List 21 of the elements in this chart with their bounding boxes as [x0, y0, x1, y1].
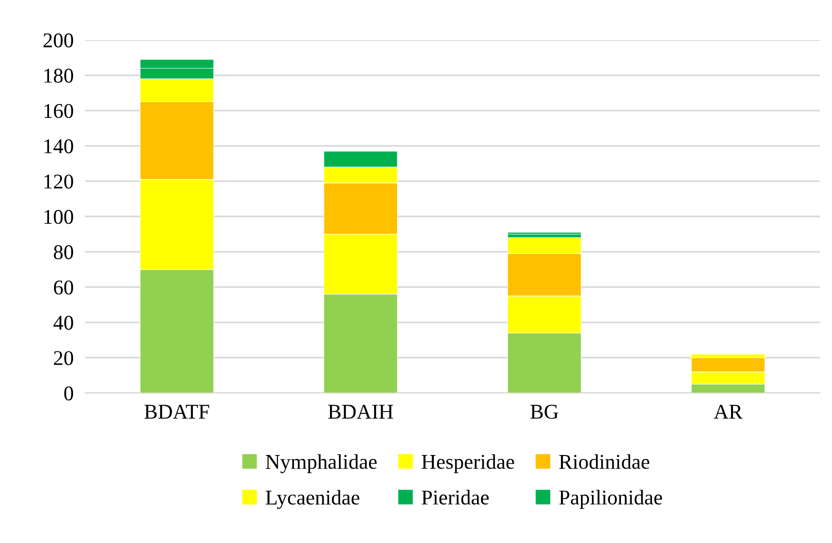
y-tick-label: 80 — [54, 245, 74, 260]
y-tick-label: 60 — [54, 280, 74, 295]
y-tick-label: 180 — [44, 68, 74, 83]
x-tick-label: BG — [530, 404, 558, 419]
y-tick-label: 160 — [44, 104, 74, 118]
y-tick-label: 120 — [44, 174, 74, 189]
legend-label: Lycaenidae — [266, 490, 360, 509]
x-tick-label: BDAIH — [328, 404, 393, 419]
legend-label: Nymphalidae — [266, 454, 377, 474]
legend-label: Papilionidae — [559, 490, 662, 509]
x-tick-label: AR — [714, 404, 743, 419]
y-tick-label: 40 — [53, 316, 74, 330]
x-tick-label: BDATF — [144, 404, 210, 419]
y-tick-label: 20 — [54, 351, 74, 366]
legend-label: Pieridae — [422, 490, 489, 505]
legend-label: Riodinidae — [559, 454, 650, 469]
y-tick-label: 0 — [64, 386, 74, 400]
y-tick-label: 140 — [44, 139, 74, 154]
legend-label: Hesperidae — [422, 454, 514, 474]
y-tick-label: 100 — [44, 210, 74, 224]
y-tick-label: 200 — [44, 33, 74, 48]
